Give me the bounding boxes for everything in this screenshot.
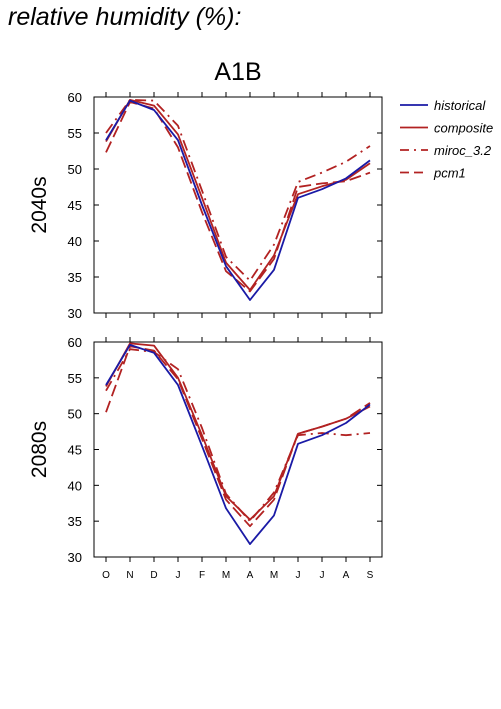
x-tick-label: O: [102, 570, 110, 581]
series-line-historical: [105, 99, 371, 301]
row-label-2040s: 2040s: [28, 176, 51, 233]
x-tick-label: J: [320, 570, 325, 581]
x-tick-label: N: [126, 570, 133, 581]
series-line-composite: [105, 342, 371, 521]
panel-2080s: 30 35 40 45 50 55 60 2080s: [28, 335, 383, 565]
x-tick-label: A: [247, 570, 254, 581]
legend: historical composite miroc_3.2 pcm1: [400, 98, 493, 181]
x-tick-label: J: [296, 570, 301, 581]
x-tick-label: A: [343, 570, 350, 581]
page-title: relative humidity (%):: [8, 3, 242, 31]
series-line-miroc_3.2: [105, 99, 371, 282]
y-tick-label: 60: [68, 90, 82, 105]
series-line-miroc_3.2: [105, 348, 371, 523]
y-tick-label: 45: [68, 198, 82, 213]
y-tick-label: 55: [68, 371, 82, 386]
legend-label-pcm1: pcm1: [433, 166, 466, 181]
panels: 30 35 40 45 50 55 60 2040s 30 35 40 45 50 55 60 2080s O N…: [28, 90, 383, 581]
y-tick-label: 60: [68, 335, 82, 350]
y-tick-label: 35: [68, 514, 82, 529]
y-tick-label: 30: [68, 550, 82, 565]
legend-label-composite: composite: [434, 121, 493, 136]
x-tick-label: M: [270, 570, 278, 581]
x-tick-label: S: [367, 570, 374, 581]
panel-2040s: 30 35 40 45 50 55 60 2040s: [28, 90, 383, 321]
legend-label-historical: historical: [434, 98, 486, 113]
y-tick-label: 45: [68, 443, 82, 458]
x-tick-label: M: [222, 570, 230, 581]
y-tick-label: 30: [68, 306, 82, 321]
series-line-pcm1: [105, 101, 371, 293]
x-tick-label: F: [199, 570, 205, 581]
series-line-composite: [105, 99, 371, 291]
x-tick-label: D: [150, 570, 157, 581]
series-line-pcm1: [105, 345, 371, 528]
y-tick-label: 55: [68, 126, 82, 141]
row-label-2080s: 2080s: [28, 421, 51, 478]
y-tick-label: 35: [68, 270, 82, 285]
x-tick-label: J: [176, 570, 181, 581]
chart-title: A1B: [214, 58, 261, 86]
y-tick-label: 50: [68, 407, 82, 422]
y-tick-label: 50: [68, 162, 82, 177]
y-tick-label: 40: [68, 478, 82, 493]
series-line-historical: [105, 343, 371, 545]
y-tick-label: 40: [68, 234, 82, 249]
legend-label-miroc_3.2: miroc_3.2: [434, 143, 492, 158]
